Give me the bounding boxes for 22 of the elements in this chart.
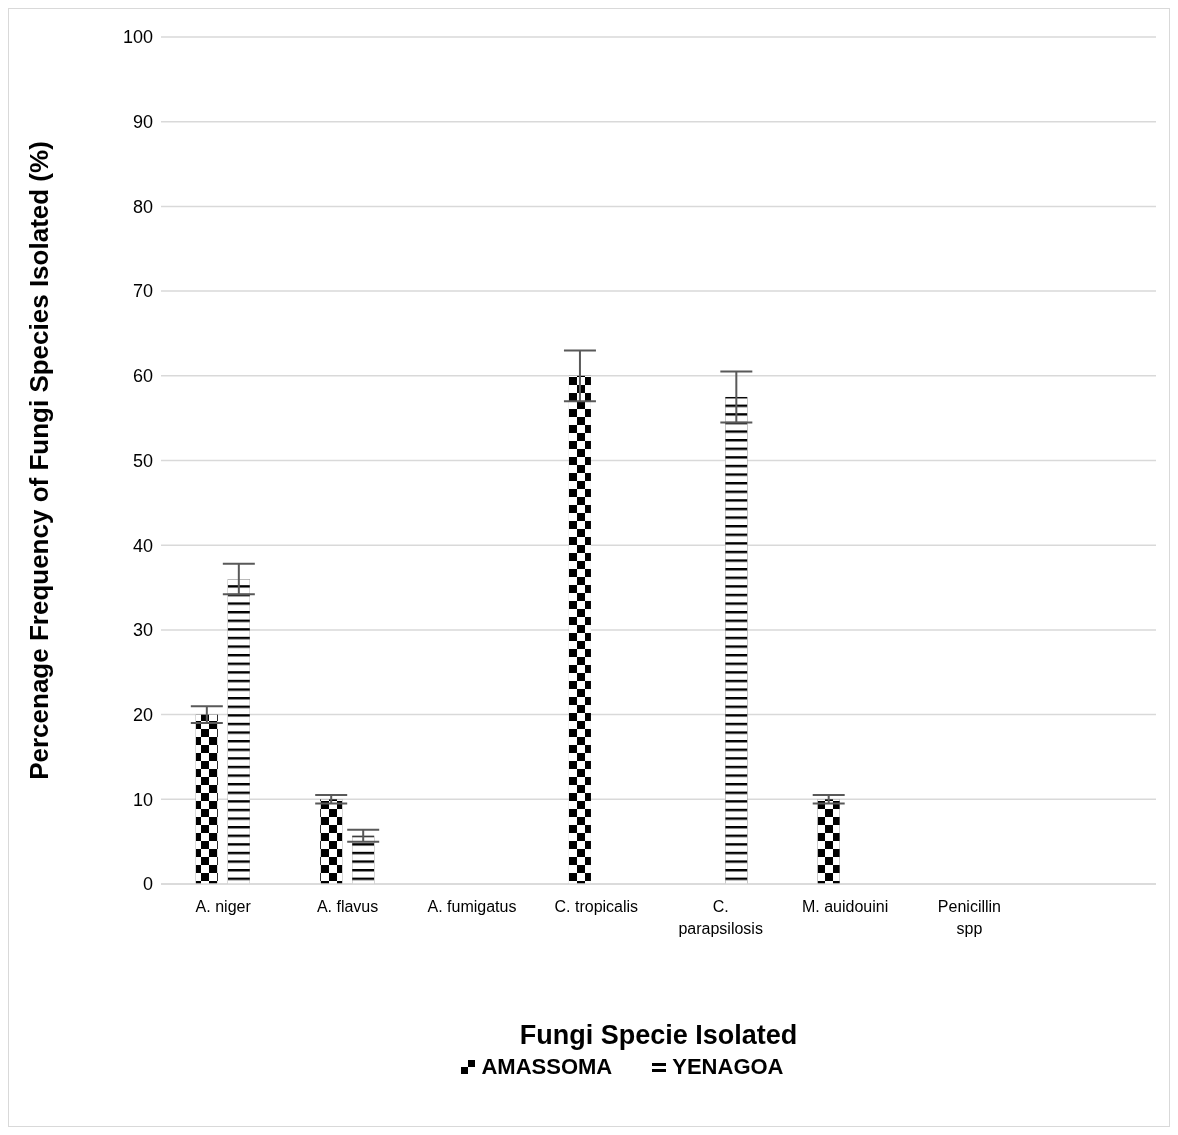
- y-tick-label: 80: [132, 196, 153, 217]
- x-tick-label: A. fumigatus: [427, 898, 517, 915]
- y-tick-label: 40: [132, 535, 153, 556]
- y-tick-label: 0: [142, 874, 153, 895]
- y-tick-label: 70: [132, 281, 153, 302]
- x-axis-title: Fungi Specie Isolated: [519, 1020, 798, 1050]
- y-tick-label: 10: [132, 789, 153, 810]
- y-tick-label: 100: [122, 27, 153, 48]
- y-axis-title: Percenage Frequency of Fungi Species Isolated (%): [24, 141, 55, 780]
- x-tick-label: C. parapsilosis: [678, 898, 763, 937]
- y-tick-label: 50: [132, 450, 153, 471]
- y-tick-label: 90: [132, 112, 153, 133]
- y-tick-label: 30: [132, 620, 153, 641]
- legend-label: YENAGOA: [672, 1054, 784, 1080]
- x-tick-label: A. niger: [195, 898, 252, 915]
- x-tick-label: A. flavus: [316, 898, 379, 915]
- x-tick-label: M. auidouini: [801, 898, 889, 915]
- x-tick-label: C. tropicalis: [554, 898, 639, 915]
- legend-label: AMASSOMA: [481, 1054, 613, 1080]
- y-tick-label: 60: [132, 366, 153, 387]
- x-tick-label: Penicillin spp: [937, 898, 1002, 937]
- y-tick-label: 20: [132, 704, 153, 725]
